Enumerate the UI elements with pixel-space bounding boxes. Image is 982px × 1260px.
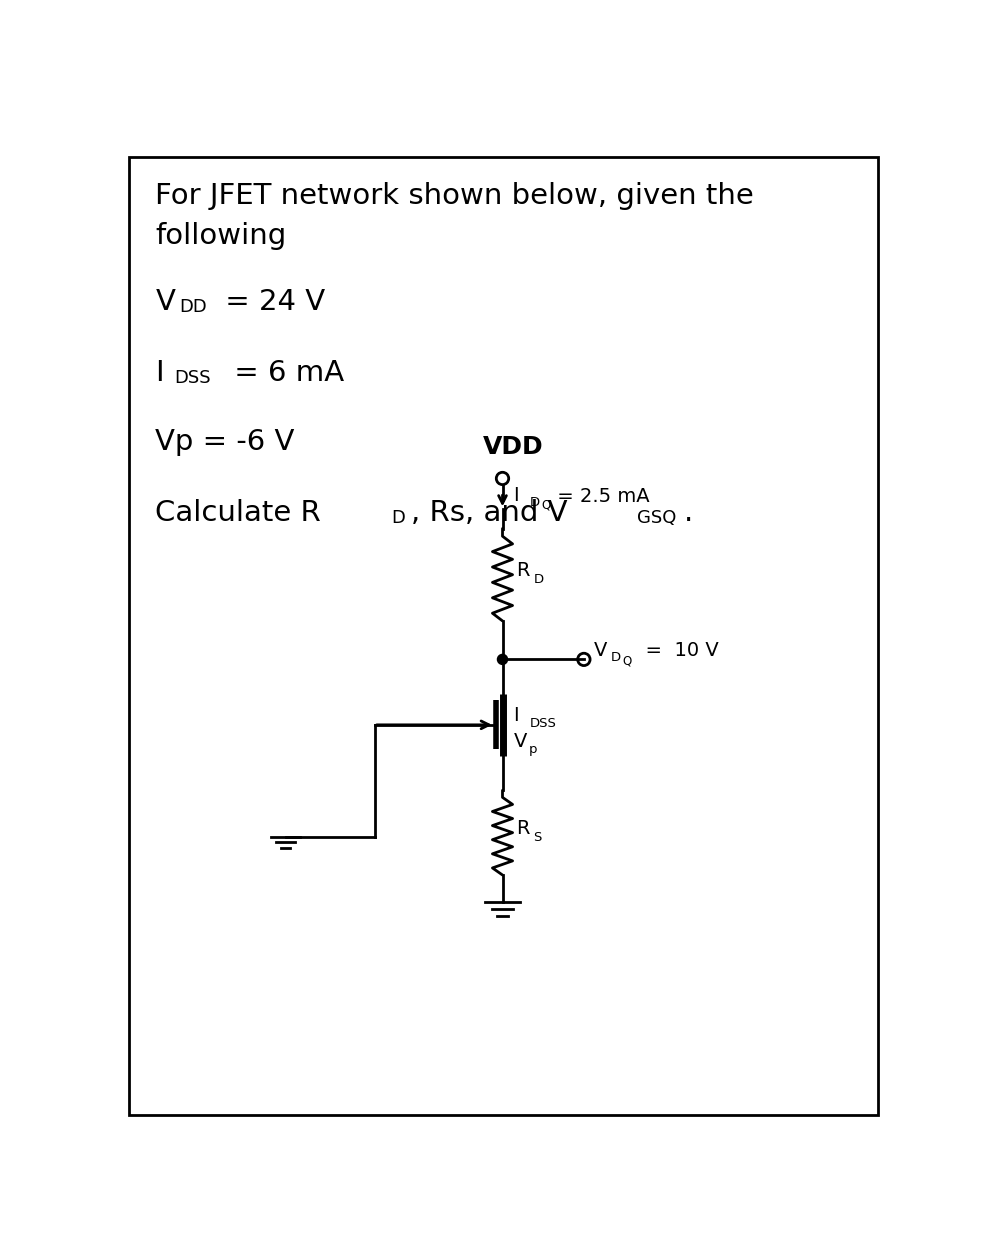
Text: D: D (392, 509, 406, 527)
Text: D: D (533, 573, 544, 586)
Text: , Rs, and V: , Rs, and V (411, 499, 568, 527)
Text: DSS: DSS (174, 369, 210, 387)
Text: I: I (514, 486, 518, 505)
Text: D: D (611, 651, 622, 664)
Text: = 6 mA: = 6 mA (225, 359, 344, 387)
Text: VDD: VDD (483, 435, 544, 459)
Text: =  10 V: = 10 V (632, 641, 719, 660)
Text: R: R (517, 562, 530, 581)
Circle shape (498, 654, 508, 664)
Text: Vp = -6 V: Vp = -6 V (155, 428, 295, 456)
Text: I: I (514, 706, 518, 724)
Text: following: following (155, 222, 287, 249)
Text: = 24 V: = 24 V (216, 289, 325, 316)
Text: For JFET network shown below, given the: For JFET network shown below, given the (155, 181, 754, 210)
Text: = 2.5 mA: = 2.5 mA (551, 488, 649, 507)
Text: D: D (529, 496, 540, 509)
Text: V: V (155, 289, 175, 316)
Text: p: p (529, 743, 537, 756)
Text: Q: Q (623, 654, 631, 668)
Text: V: V (594, 640, 607, 660)
Text: Calculate R: Calculate R (155, 499, 321, 527)
Text: Q: Q (541, 498, 551, 512)
Text: R: R (517, 819, 530, 838)
Text: V: V (514, 732, 526, 751)
Text: DD: DD (180, 299, 207, 316)
Text: DSS: DSS (529, 717, 557, 730)
Text: .: . (683, 499, 693, 527)
Text: GSQ: GSQ (637, 509, 677, 527)
Text: I: I (155, 359, 164, 387)
Text: S: S (533, 830, 542, 844)
